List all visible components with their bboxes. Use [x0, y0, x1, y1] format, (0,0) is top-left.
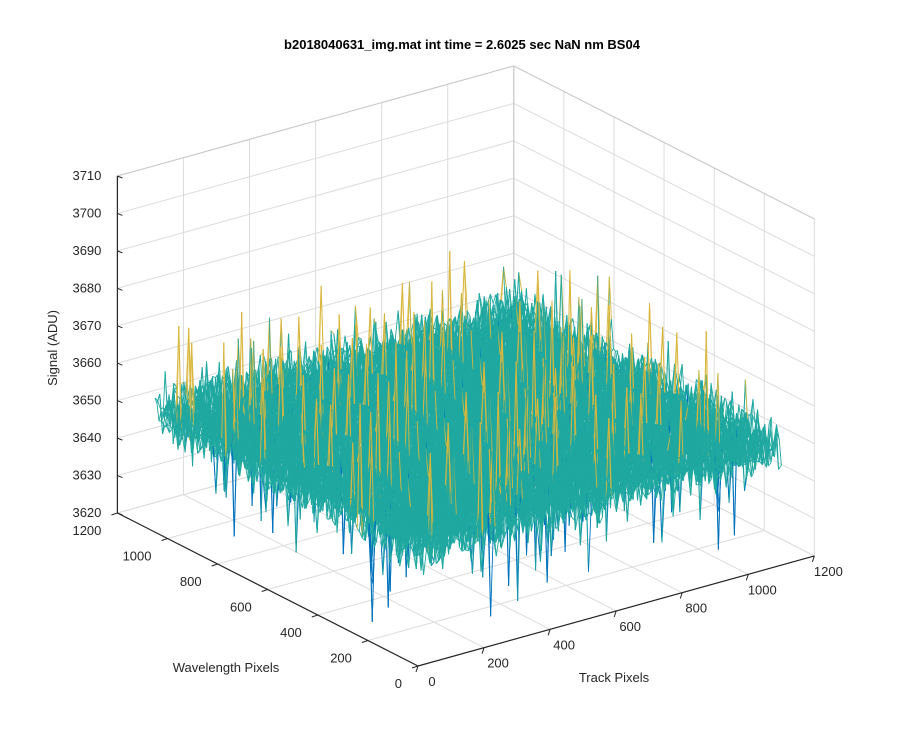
- surface-segment: [162, 410, 166, 435]
- surface-segment: [172, 400, 176, 410]
- surface-segment: [357, 341, 361, 347]
- box-edge: [513, 65, 815, 220]
- surface-segment: [492, 294, 497, 304]
- surface-segment: [500, 266, 505, 301]
- surface-segment: [487, 293, 491, 304]
- surface-segment: [394, 310, 399, 340]
- surface-segment: [157, 400, 161, 410]
- grid-lines: [116, 65, 815, 667]
- surface-segment: [317, 285, 322, 366]
- surface-segment: [354, 305, 358, 347]
- surface-segment: [164, 371, 168, 409]
- surface-segment: [433, 315, 437, 328]
- surface-segment: [158, 410, 162, 422]
- surface-segment: [162, 426, 166, 435]
- surface-segment: [245, 382, 249, 391]
- box-edge: [117, 65, 514, 177]
- surface-segment: [357, 337, 361, 342]
- surface-segment: [478, 293, 482, 311]
- surface-segment: [154, 397, 158, 404]
- surface-segment: [333, 333, 337, 350]
- surface-segment: [499, 299, 504, 303]
- surface-segment: [390, 328, 394, 336]
- surface-segment: [320, 285, 324, 351]
- gridline-y-floor: [367, 529, 765, 641]
- gridline-y-floor: [317, 504, 715, 616]
- surface-segment: [159, 393, 163, 421]
- surface-segment: [156, 393, 161, 404]
- surface-mesh: [154, 251, 782, 622]
- surface-segment: [161, 420, 166, 427]
- surface-segment: [156, 403, 160, 422]
- surface-segment: [218, 372, 221, 389]
